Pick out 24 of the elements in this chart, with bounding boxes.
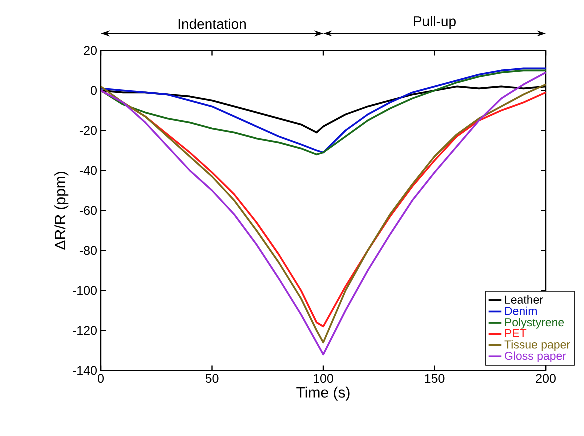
text: Indentation xyxy=(178,18,246,30)
y-tick-label: -40 xyxy=(80,166,97,176)
y-axis-title: ΔR/R (ppm) xyxy=(54,172,69,250)
legend-label: Denim xyxy=(505,306,537,316)
y-tick-label: -120 xyxy=(73,326,97,336)
legend-label: PET xyxy=(505,329,527,338)
x-axis-title: Time (s) xyxy=(296,386,350,401)
y-tick-label: 20 xyxy=(84,46,97,56)
y-tick-label: -80 xyxy=(80,246,97,256)
legend-label: Gloss paper xyxy=(505,352,566,362)
x-tick-label: 0 xyxy=(98,374,104,384)
y-tick-label: -140 xyxy=(73,366,97,376)
x-tick-label: 50 xyxy=(206,374,219,384)
x-tick-label: 100 xyxy=(314,374,334,384)
y-tick-label: 0 xyxy=(91,86,97,96)
x-tick-label: 200 xyxy=(536,374,556,384)
legend-label: Leather xyxy=(505,296,544,304)
text: Pull-up xyxy=(414,16,456,30)
legend-label: Polystyrene xyxy=(505,318,564,329)
legend-label: Tissue paper xyxy=(504,340,570,352)
y-tick-label: -60 xyxy=(80,206,97,216)
y-tick-label: -20 xyxy=(80,126,97,136)
y-tick-label: -100 xyxy=(73,286,97,296)
x-tick-label: 150 xyxy=(425,374,445,384)
